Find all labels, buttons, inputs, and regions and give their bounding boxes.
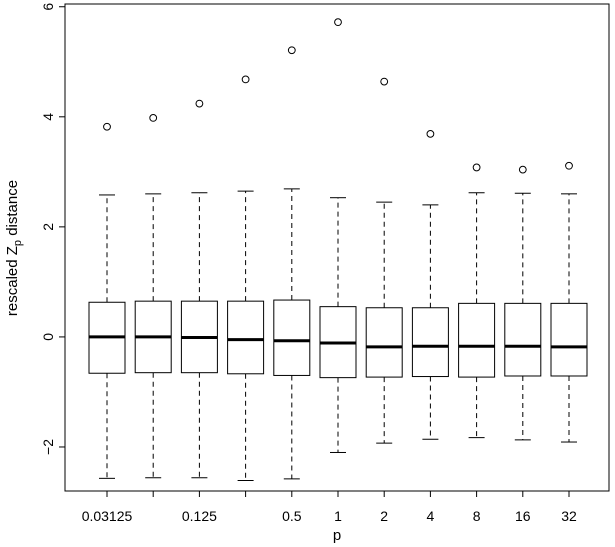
plot-layer: −2 0 2 4 6 0.03125 0.125 0.5 1 2 4 8 16 32 — [40, 3, 610, 524]
y-tick-label: 6 — [40, 3, 56, 11]
y-axis-title-main: rescaled Z — [4, 246, 21, 316]
y-tick-label: 4 — [40, 113, 56, 121]
outlier-point — [380, 77, 389, 86]
outlier-point — [149, 114, 158, 122]
x-axis-title: p — [333, 527, 341, 544]
outlier-point — [426, 129, 435, 138]
outlier-point — [287, 46, 296, 55]
y-axis-title-subscript: p — [12, 240, 24, 246]
y-axis-title: rescaled Zp distance — [4, 180, 24, 316]
outlier-point — [241, 75, 250, 84]
y-axis-title-tail: distance — [4, 180, 21, 240]
x-tick-label: 0.03125 — [82, 508, 133, 524]
y-tick-label: 2 — [40, 223, 56, 231]
x-tick-label: 2 — [380, 508, 388, 524]
x-tick-label: 0.125 — [182, 508, 217, 524]
x-tick-label: 32 — [561, 508, 577, 524]
x-tick-label: 1 — [334, 508, 342, 524]
box — [458, 302, 496, 378]
outlier-point — [103, 122, 111, 131]
outlier-point — [565, 161, 573, 170]
x-tick-label: 0.5 — [282, 508, 302, 524]
box — [227, 300, 265, 375]
outlier-point — [518, 165, 527, 174]
y-tick-label: 0 — [40, 333, 56, 341]
outlier-point — [195, 99, 204, 108]
box — [365, 307, 403, 378]
outlier-point — [472, 163, 481, 172]
box — [273, 299, 311, 376]
plot-frame — [64, 3, 610, 492]
box — [411, 307, 449, 378]
outlier-point — [334, 18, 342, 27]
x-tick-label: 8 — [473, 508, 481, 524]
y-tick-label: −2 — [40, 439, 56, 455]
box — [504, 302, 542, 377]
x-tick-label: 4 — [427, 508, 435, 524]
box — [550, 302, 588, 377]
x-tick-label: 16 — [515, 508, 531, 524]
